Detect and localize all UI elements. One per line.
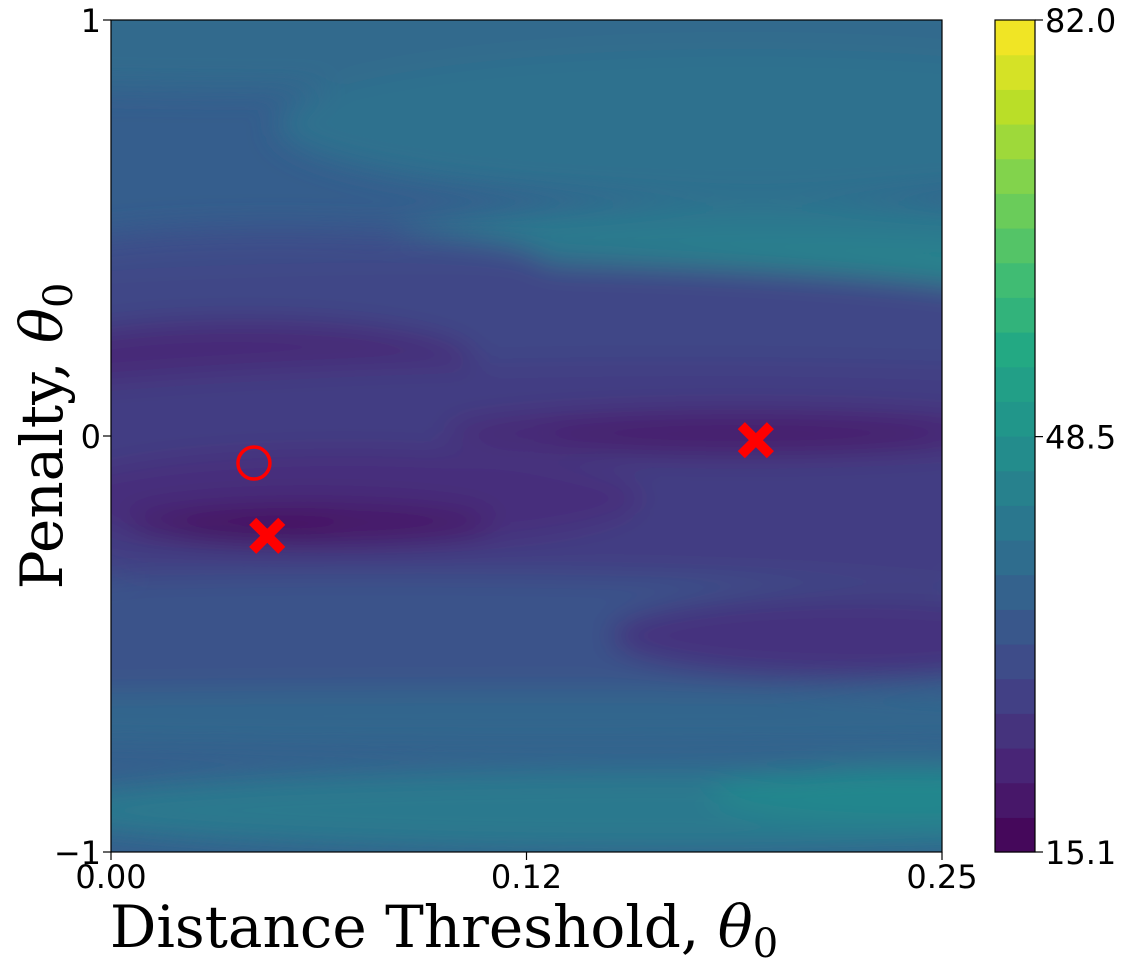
colorbar-level-9 (995, 505, 1035, 541)
x-tick-label-0: 0.00 (75, 858, 146, 896)
colorbar-frame (994, 19, 1036, 853)
colorbar (995, 20, 1035, 853)
y-tick-label-1: 0 (81, 418, 101, 456)
y-axis-label: Penalty, θ0 (8, 283, 82, 590)
colorbar-tick-label-1: 48.5 (1045, 419, 1116, 457)
contour-region-16 (111, 689, 942, 748)
colorbar-level-3 (995, 713, 1035, 749)
colorbar-level-12 (995, 401, 1035, 437)
colorbar-level-11 (995, 436, 1035, 472)
colorbar-level-14 (995, 332, 1035, 368)
colorbar-level-4 (995, 678, 1035, 714)
colorbar-level-21 (995, 89, 1035, 125)
colorbar-level-13 (995, 366, 1035, 402)
contour-region-14 (111, 573, 942, 699)
y-tick-label-0: 1 (81, 2, 101, 40)
x-axis-ticks: 0.00 0.12 0.25 (75, 852, 978, 896)
colorbar-level-18 (995, 193, 1035, 229)
y-tick-label-2: −1 (54, 834, 101, 872)
colorbar-tick-label-2: 15.1 (1045, 834, 1116, 872)
colorbar-level-23 (995, 20, 1035, 56)
x-tick-label-2: 0.25 (906, 858, 977, 896)
contour-region-10 (543, 421, 942, 451)
y-axis-ticks: 1 0 −1 (54, 2, 111, 872)
colorbar-level-17 (995, 228, 1035, 264)
colorbar-level-2 (995, 748, 1035, 784)
contour-regions (111, 20, 942, 852)
colorbar-level-7 (995, 574, 1035, 610)
colorbar-level-0 (995, 817, 1035, 853)
colorbar-level-8 (995, 540, 1035, 576)
colorbar-level-5 (995, 644, 1035, 680)
cross-marker-1 (737, 422, 774, 459)
colorbar-level-19 (995, 158, 1035, 194)
contour-region-1 (277, 49, 942, 199)
plot-area (111, 20, 942, 852)
circle-marker-2 (236, 445, 272, 481)
colorbar-ticks: 82.0 48.5 15.1 (1035, 2, 1116, 872)
contour-region-18 (709, 764, 942, 823)
colorbar-level-1 (995, 782, 1035, 818)
colorbar-level-6 (995, 609, 1035, 645)
colorbar-level-22 (995, 54, 1035, 90)
colorbar-tick-label-0: 82.0 (1045, 2, 1116, 40)
markers (236, 422, 774, 554)
colorbar-level-10 (995, 470, 1035, 506)
colorbar-level-20 (995, 124, 1035, 160)
colorbar-level-16 (995, 262, 1035, 298)
x-tick-label-1: 0.12 (491, 858, 562, 896)
colorbar-level-15 (995, 297, 1035, 333)
cross-marker-0 (249, 517, 286, 554)
x-axis-label: Distance Threshold, θ0 (110, 893, 778, 962)
contour-region-15 (609, 594, 942, 678)
